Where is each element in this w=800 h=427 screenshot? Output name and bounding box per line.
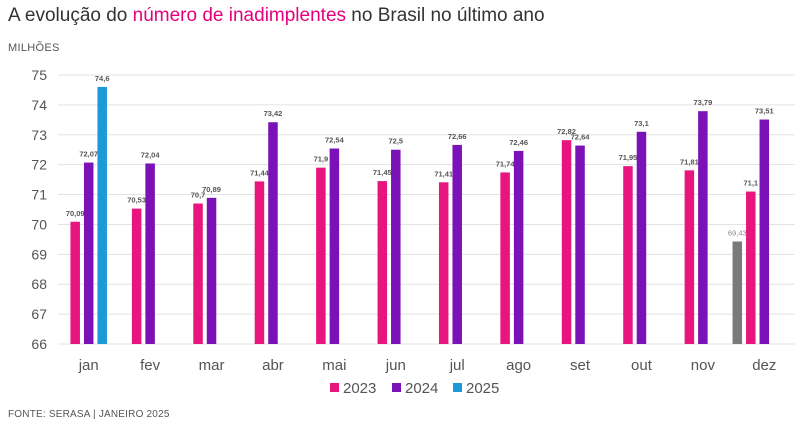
- x-tick-label: out: [631, 357, 653, 374]
- bar-extra: [732, 241, 743, 344]
- title-highlight: número de inadimplentes: [132, 5, 347, 26]
- x-tick-label: abr: [262, 357, 284, 374]
- bar-2024: [759, 119, 770, 344]
- data-label-2023: 71,44: [250, 168, 270, 177]
- legend-swatch-2025: [453, 383, 462, 392]
- bar-2023: [131, 208, 142, 344]
- y-tick-label: 75: [31, 67, 47, 83]
- data-label-2023: 71,81: [680, 157, 699, 166]
- bar-2023: [438, 182, 449, 344]
- y-tick-label: 71: [31, 187, 47, 203]
- data-label-2023: 71,45: [373, 168, 392, 177]
- data-label-2024: 72,66: [448, 132, 467, 141]
- data-label-2023: 71,1: [743, 179, 758, 188]
- bar-2023: [500, 172, 510, 344]
- legend-label-2023: 2023: [343, 380, 376, 397]
- bar-2023: [254, 181, 265, 344]
- y-tick-label: 67: [31, 306, 47, 322]
- y-tick-label: 73: [31, 127, 47, 143]
- x-tick-label: nov: [691, 357, 716, 374]
- chart-title: A evolução do número de inadimplentes no…: [8, 5, 545, 27]
- x-tick-label: fev: [140, 357, 161, 374]
- data-label-2023: 71,41: [434, 169, 453, 178]
- bar-2023: [746, 191, 756, 344]
- x-tick-label: jun: [385, 357, 406, 374]
- bar-2024: [452, 144, 462, 344]
- data-label-2025: 74,6: [95, 74, 110, 83]
- x-tick-label: dez: [752, 357, 776, 374]
- legend-swatch-2023: [330, 383, 339, 392]
- bar-2025: [97, 86, 107, 344]
- bar-2024: [145, 163, 155, 344]
- y-tick-label: 66: [31, 336, 47, 352]
- legend-label-2024: 2024: [405, 380, 438, 397]
- x-tick-label: mai: [322, 357, 346, 374]
- bar-2023: [193, 203, 203, 344]
- data-label-2024: 72,64: [571, 133, 591, 142]
- bar-2024: [329, 148, 340, 344]
- bar-2023: [316, 167, 326, 344]
- data-label-2024: 72,54: [325, 136, 345, 145]
- bar-2023: [70, 221, 80, 344]
- data-label-2024: 73,1: [634, 119, 649, 128]
- bar-2024: [698, 111, 708, 344]
- data-label-2023: 70,7: [191, 191, 206, 200]
- data-label-2024: 70,89: [202, 185, 221, 194]
- bar-2024: [575, 145, 585, 344]
- bar-2023: [561, 140, 572, 344]
- y-tick-label: 69: [31, 246, 47, 262]
- y-tick-label: 68: [31, 276, 47, 292]
- data-label-2023: 71,74: [496, 159, 516, 168]
- bar-2023: [377, 181, 388, 344]
- legend-label-2025: 2025: [466, 380, 499, 397]
- data-label-2024: 73,79: [693, 98, 712, 107]
- data-label-2024: 72,04: [141, 150, 161, 159]
- bar-2024: [83, 162, 94, 344]
- data-label-2023: 71,9: [314, 155, 329, 164]
- y-tick-label: 70: [31, 216, 47, 232]
- title-suffix: no Brasil no último ano: [346, 5, 545, 26]
- data-label-extra: 69,43: [728, 228, 747, 237]
- x-tick-label: set: [570, 357, 591, 374]
- data-label-2024: 72,07: [79, 150, 98, 159]
- x-tick-label: jan: [78, 357, 99, 374]
- y-tick-label: 72: [31, 157, 47, 173]
- x-tick-label: jul: [449, 357, 465, 374]
- data-label-2024: 73,51: [755, 107, 774, 116]
- x-tick-label: ago: [506, 357, 531, 374]
- title-prefix: A evolução do: [8, 5, 133, 26]
- bar-2024: [513, 150, 524, 344]
- data-label-2023: 72,82: [557, 127, 576, 136]
- data-label-2024: 72,46: [509, 138, 528, 147]
- bar-2024: [206, 197, 217, 344]
- data-label-2024: 72,5: [388, 137, 403, 146]
- x-tick-label: mar: [199, 357, 225, 374]
- bar-2024: [636, 131, 647, 344]
- y-tick-label: 74: [31, 97, 47, 113]
- legend-swatch-2024: [392, 383, 401, 392]
- data-label-2023: 70,53: [127, 196, 146, 205]
- source-note: FONTE: SERASA | JANEIRO 2025: [8, 409, 170, 420]
- bar-2024: [268, 122, 278, 344]
- bar-2023: [684, 170, 695, 344]
- y-unit-label: MILHÕES: [8, 42, 60, 54]
- bar-2023: [623, 166, 633, 344]
- data-label-2024: 73,42: [264, 109, 283, 118]
- data-label-2023: 71,95: [619, 153, 638, 162]
- data-label-2023: 70,09: [66, 209, 85, 218]
- bar-2024: [391, 149, 401, 344]
